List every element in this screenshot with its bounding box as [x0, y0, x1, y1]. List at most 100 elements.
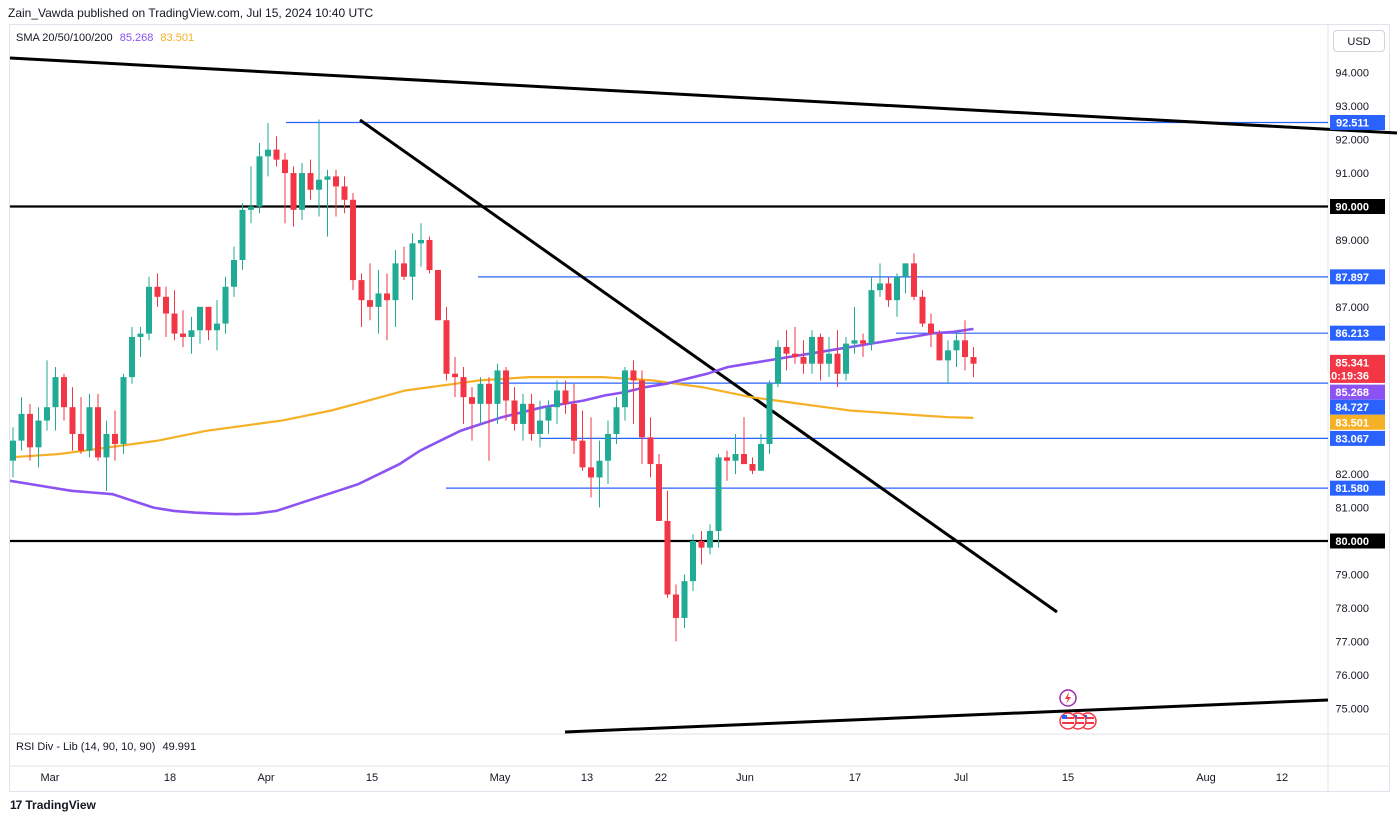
candle: [52, 367, 59, 431]
candle-body: [426, 239, 433, 271]
candle-body: [639, 380, 645, 438]
x-tick-label: Jun: [736, 772, 754, 784]
candle-body: [520, 403, 526, 424]
candle-body: [894, 276, 900, 301]
candle: [44, 360, 50, 431]
price-tag-text: 83.501: [1335, 417, 1369, 429]
candle: [715, 454, 722, 548]
price-tag-text: 81.580: [1335, 483, 1369, 495]
tradingview-brand: TradingView: [25, 798, 96, 812]
candle-body: [851, 340, 858, 344]
publisher-header: Zain_Vawda published on TradingView.com,…: [8, 6, 374, 20]
candle: [443, 306, 450, 381]
candle-body: [715, 457, 722, 531]
candle: [792, 326, 798, 364]
candle-body: [613, 407, 620, 434]
y-tick-label: 89.000: [1335, 235, 1369, 247]
candle: [562, 380, 569, 414]
candle: [902, 263, 909, 294]
candle: [469, 387, 475, 441]
candle: [681, 574, 688, 628]
x-tick-label: Aug: [1196, 772, 1216, 784]
candle-body: [605, 433, 611, 461]
candle: [222, 276, 229, 334]
candle-body: [817, 336, 824, 364]
tradingview-logo[interactable]: 17 TradingView: [10, 798, 96, 812]
candle: [137, 326, 144, 358]
level-tag-87.897: 87.897: [1330, 269, 1385, 285]
price-tag-text: 83.067: [1335, 433, 1369, 445]
candle-body: [35, 420, 42, 448]
candle: [197, 306, 203, 344]
price-tags: 92.511 90.000 87.897 86.213 83.067 81.580 80.0…: [1325, 115, 1385, 549]
candle: [707, 524, 713, 555]
y-tick-label: 76.000: [1335, 670, 1369, 682]
candle-body: [350, 199, 356, 281]
candle: [460, 367, 467, 424]
price-tag-bg: [1330, 115, 1385, 131]
price-tag-text: 90.000: [1335, 202, 1369, 214]
candle-body: [528, 403, 535, 434]
candle: [316, 119, 322, 217]
candle-body: [154, 286, 161, 297]
lightning-icon-bolt: [1065, 692, 1071, 704]
candle-body: [316, 179, 322, 190]
candle: [452, 357, 458, 398]
candle: [401, 246, 407, 281]
candle: [341, 176, 348, 214]
candle-body: [596, 460, 603, 478]
candle-body: [112, 433, 118, 444]
y-tick-label: 87.000: [1335, 302, 1369, 314]
level-tag-90.000: 90.000: [1330, 199, 1385, 214]
candle-body: [171, 313, 178, 334]
candle-body: [248, 206, 254, 210]
candle-body: [537, 420, 543, 434]
currency-button[interactable]: USD: [1333, 30, 1385, 52]
candle: [214, 300, 220, 351]
candle-body: [749, 464, 756, 471]
candle: [894, 273, 900, 317]
candle-body: [902, 263, 909, 277]
candle: [698, 530, 705, 565]
candle: [758, 433, 764, 471]
candle: [826, 336, 832, 378]
candle-body: [61, 377, 67, 408]
price-tag-bg: [1330, 399, 1385, 415]
candle-body: [86, 407, 93, 451]
candle-body: [180, 333, 186, 337]
y-tick-label: 77.000: [1335, 636, 1369, 648]
y-tick-label: 92.000: [1335, 135, 1369, 147]
candle-body: [664, 520, 671, 595]
candle: [333, 169, 339, 217]
level-tag-92.511: 92.511: [1330, 115, 1385, 131]
price-tag-bg: [1330, 367, 1385, 383]
candle: [945, 340, 951, 384]
us-flag-icon: [1059, 712, 1097, 730]
candle-body: [936, 333, 943, 361]
candle: [673, 584, 679, 642]
candle-body: [656, 464, 662, 521]
candle: [494, 363, 501, 424]
rsi-label: RSI Div - Lib (14, 90, 10, 90): [16, 741, 156, 753]
candle-body: [647, 437, 654, 465]
candle-body: [554, 390, 560, 408]
price-tag-bg: [1330, 354, 1385, 370]
candle-body: [120, 377, 127, 444]
candle-body: [962, 340, 968, 358]
price-tag-text: 86.213: [1335, 328, 1369, 340]
candle-body: [163, 296, 169, 314]
candle-body: [945, 350, 951, 361]
x-tick-label: Mar: [41, 772, 60, 784]
candle: [970, 346, 977, 378]
price-tag-bg: [1330, 414, 1385, 430]
candle: [868, 276, 875, 351]
candle: [146, 276, 152, 341]
candle: [61, 373, 67, 421]
candle-body: [129, 336, 135, 378]
candle-body: [239, 209, 246, 261]
candle-body: [307, 173, 314, 190]
candle-body: [562, 390, 569, 404]
candle-body: [911, 263, 917, 297]
us-flag-icon-stripe: [1062, 722, 1074, 724]
